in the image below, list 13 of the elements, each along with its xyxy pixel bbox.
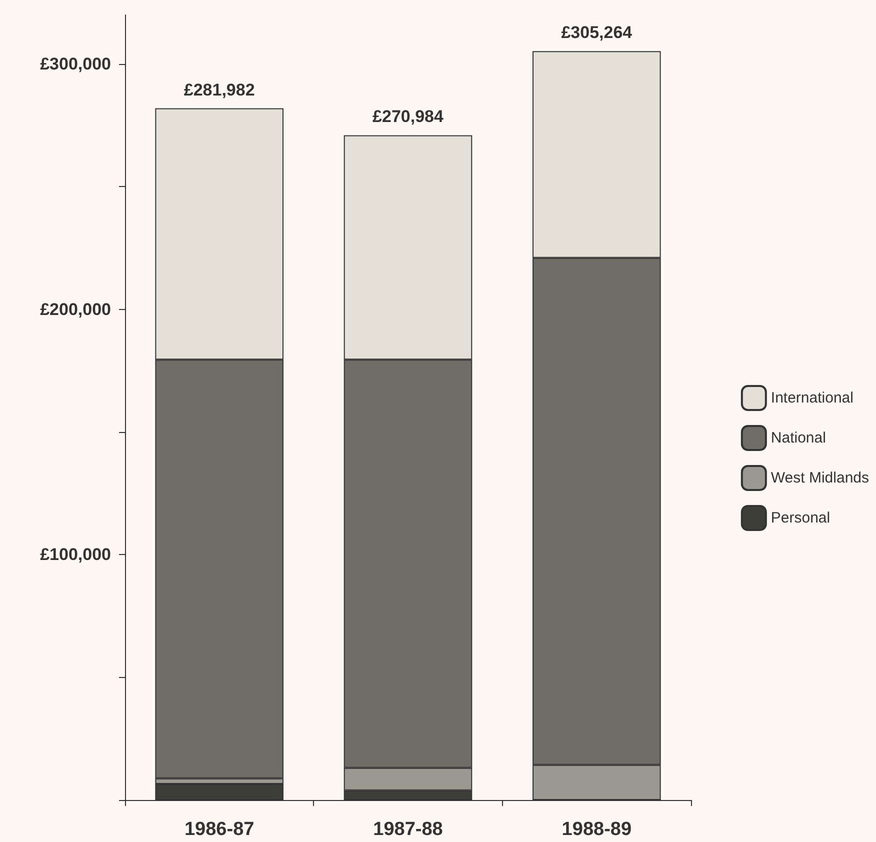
legend-label: International (770, 390, 854, 406)
x-tick-label: 1988-89 (562, 819, 632, 840)
y-tick-label: £200,000 (40, 300, 111, 319)
legend-label: Personal (770, 510, 830, 526)
total-label: £270,984 (372, 107, 444, 126)
total-label: £281,982 (184, 80, 255, 100)
legend-label: National (770, 430, 826, 446)
total-label: £305,264 (561, 23, 633, 42)
legend-label: West Midlands (770, 470, 869, 486)
x-tick-label: 1987-88 (373, 819, 443, 840)
x-tick-label: 1986-87 (184, 819, 254, 840)
y-tick-label: £300,000 (40, 54, 111, 74)
y-tick-label: £100,000 (40, 545, 111, 564)
